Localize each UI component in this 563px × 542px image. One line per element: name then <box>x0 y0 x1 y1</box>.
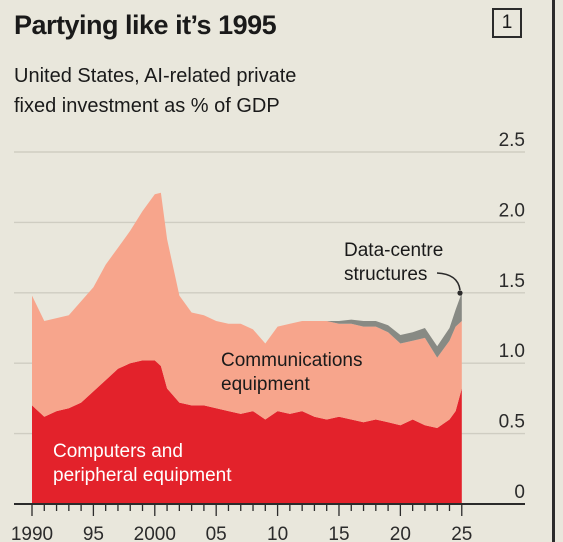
panel-edge-rule <box>552 0 555 542</box>
data-centres-leader-dot <box>457 290 463 296</box>
chart-labels: 0 0.5 1.0 1.5 2.0 2.5 1990 95 2000 05 10 15 20 25 Data… <box>11 130 525 542</box>
computers-area <box>32 360 462 504</box>
y-tick-label: 2.0 <box>499 200 525 221</box>
x-tick-label: 20 <box>390 524 411 542</box>
area-layer <box>32 192 462 504</box>
x-tick-label: 05 <box>206 524 227 542</box>
communications-label: Communications <box>221 350 363 371</box>
y-tick-label: 0.5 <box>499 412 525 433</box>
computers-label: peripheral equipment <box>53 465 232 486</box>
y-tick-label: 1.5 <box>499 271 525 292</box>
x-tick-label: 25 <box>451 524 472 542</box>
data-centres-leader-line <box>436 272 461 291</box>
subtitle-line-2: fixed investment as % of GDP <box>14 95 280 117</box>
y-tick-label: 1.0 <box>499 341 525 362</box>
x-tick-label: 15 <box>328 524 349 542</box>
axes <box>14 503 525 516</box>
communications-area <box>32 192 462 428</box>
chart-number-badge: 1 <box>492 8 522 38</box>
data-centres-label: structures <box>344 264 427 285</box>
data-centres-label: Data-centre <box>344 240 443 261</box>
y-tick-label: 0 <box>514 482 525 503</box>
computers-label: Computers and <box>53 441 183 462</box>
x-tick-label: 1990 <box>11 524 53 542</box>
y-tick-label: 2.5 <box>499 130 525 151</box>
communications-label: equipment <box>221 374 310 395</box>
x-tick-label: 2000 <box>134 524 176 542</box>
subtitle-line-1: United States, AI-related private <box>14 65 297 87</box>
x-tick-label: 10 <box>267 524 288 542</box>
x-tick-label: 95 <box>83 524 104 542</box>
chart-title: Partying like it’s 1995 <box>14 10 277 40</box>
chart-subtitle: United States, AI-related private fixed … <box>14 61 414 121</box>
